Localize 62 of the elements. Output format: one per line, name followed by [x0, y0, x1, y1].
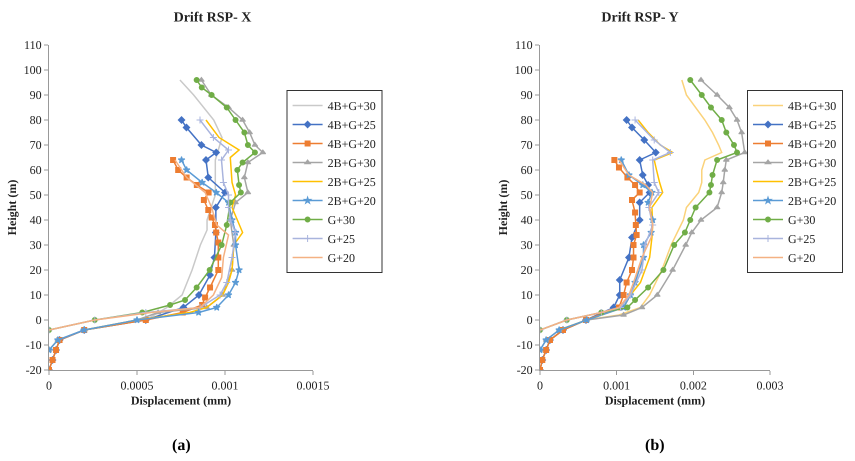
text: (a): [172, 437, 191, 454]
y-tick-label: 10: [30, 288, 42, 302]
y-tick-label: 60: [30, 163, 42, 178]
y-tick-label: -10: [26, 338, 42, 352]
y-tick-label: 110: [24, 38, 42, 52]
x-axis-title: Displacement (mm): [130, 393, 232, 408]
legend-label: 4B+G+30: [328, 99, 376, 114]
y-tick-label: 90: [30, 88, 42, 102]
y-tick-label: 40: [30, 213, 42, 228]
y-tick-label: 70: [520, 138, 533, 152]
legend-label: 4B+G+25: [788, 118, 836, 132]
x-tick-label: 0.001: [603, 378, 630, 392]
legend-label: 2B+G+25: [788, 175, 836, 190]
y-tick-label: 50: [30, 188, 42, 202]
legend-label: G+20: [328, 251, 356, 266]
y-tick-label: 40: [520, 213, 533, 228]
legend-label: 4B+G+25: [328, 118, 376, 132]
legend-label: G+20: [788, 251, 816, 266]
y-tick-label: 20: [520, 263, 533, 278]
legend-label: 2B+G+20: [788, 194, 836, 208]
x-tick-label: 0.002: [680, 378, 707, 392]
y-tick-label: 20: [30, 263, 42, 278]
x-tick-label: 0: [46, 378, 52, 392]
y-tick-label: 80: [520, 113, 533, 128]
text: (b): [645, 437, 665, 454]
y-tick-label: 30: [520, 238, 533, 252]
legend-label: 2B+G+30: [788, 156, 836, 170]
y-tick-label: -20: [516, 363, 533, 378]
x-tick-label: 0.0015: [296, 378, 330, 392]
y-tick-label: 30: [30, 238, 42, 252]
y-tick-label: 50: [520, 188, 533, 202]
legend-label: G+30: [788, 213, 816, 228]
chart-title: Drift RSP- X: [174, 10, 252, 26]
legend-label: 2B+G+25: [328, 175, 376, 190]
x-tick-label: 0: [537, 378, 543, 392]
y-axis-title: Height (m): [4, 180, 19, 236]
y-tick-label: 80: [30, 113, 42, 128]
y-tick-label: 0: [36, 313, 42, 328]
y-tick-label: 0: [526, 313, 533, 328]
legend-label: 4B+G+20: [328, 137, 376, 152]
x-tick-label: 0.001: [212, 378, 238, 392]
legend-label: 2B+G+30: [328, 156, 376, 170]
y-tick-label: 110: [515, 38, 533, 52]
legend-label: 4B+G+20: [788, 137, 836, 152]
y-tick-label: 70: [30, 138, 42, 152]
legend-label: G+25: [328, 232, 356, 246]
y-tick-label: -10: [516, 338, 533, 352]
x-tick-label: 0.0005: [120, 378, 154, 392]
legend-label: G+25: [788, 232, 816, 246]
x-tick-label: 0.003: [756, 378, 784, 392]
y-tick-label: 90: [520, 88, 533, 102]
y-tick-label: 100: [514, 63, 533, 78]
chart-title: Drift RSP- Y: [601, 10, 679, 26]
y-axis-title: Height (m): [496, 180, 510, 236]
y-tick-label: -20: [26, 363, 42, 378]
y-tick-label: 10: [520, 288, 533, 302]
legend-label: 4B+G+30: [788, 99, 836, 114]
legend-label: 2B+G+20: [328, 194, 376, 208]
y-tick-label: 60: [520, 163, 533, 178]
y-tick-label: 100: [24, 63, 42, 78]
x-axis-title: Displacement (mm): [604, 393, 706, 408]
legend-label: G+30: [328, 213, 356, 228]
